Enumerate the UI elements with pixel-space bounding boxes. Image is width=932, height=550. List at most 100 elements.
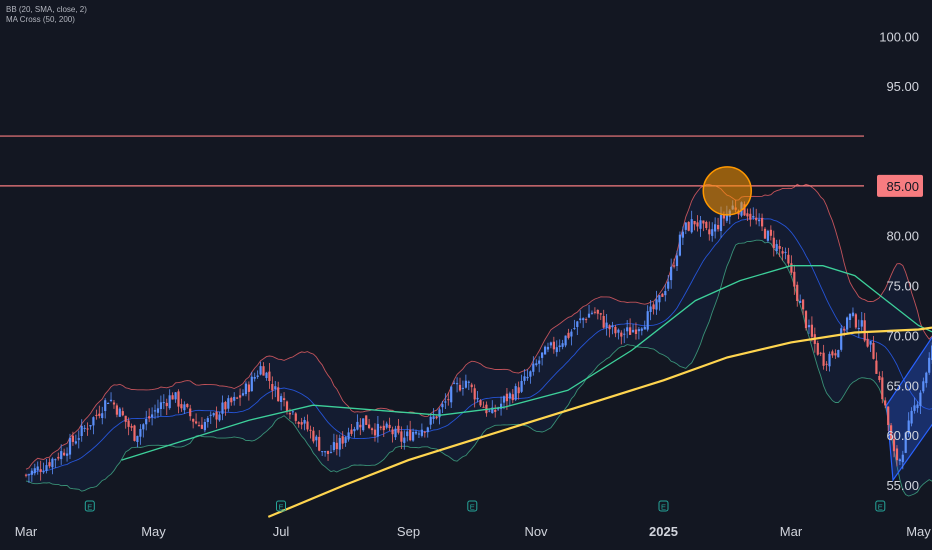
candle-body xyxy=(719,215,723,231)
candle-body xyxy=(36,466,39,471)
x-tick-label: 2025 xyxy=(649,524,678,539)
candle-body xyxy=(828,353,831,367)
earnings-markers[interactable]: EEEEEE xyxy=(84,500,932,512)
candle-body xyxy=(517,387,520,394)
candle-body xyxy=(268,371,271,381)
candle-body xyxy=(420,429,423,436)
candle-body xyxy=(831,351,834,356)
price-axis[interactable]: 100.00 95.00 85.00 80.00 75.00 70.00 65.00 60.0… xyxy=(877,29,923,493)
candle-body xyxy=(153,410,157,412)
moving-averages xyxy=(121,265,932,518)
earnings-marker-box xyxy=(658,500,669,512)
candle-body xyxy=(236,397,239,399)
x-tick-label: Mar xyxy=(15,524,38,539)
parallel-channel[interactable] xyxy=(885,91,932,482)
earnings-marker[interactable]: E xyxy=(276,500,286,512)
candle-body xyxy=(92,417,95,426)
candle-body xyxy=(109,399,113,401)
candle-body xyxy=(535,363,538,366)
candle-body xyxy=(350,429,353,434)
candle-body xyxy=(661,293,664,297)
earnings-marker[interactable]: E xyxy=(875,500,886,512)
candle-body xyxy=(593,311,596,313)
candle-body xyxy=(417,433,421,435)
y-tick-label: 70.00 xyxy=(886,328,919,343)
circle-marker[interactable] xyxy=(702,166,752,216)
candle-body xyxy=(467,381,470,383)
candle-body xyxy=(250,376,253,392)
candle-body xyxy=(714,224,717,232)
highlight-circle[interactable] xyxy=(702,166,752,216)
price-label-bg-85 xyxy=(877,174,923,197)
candle-body xyxy=(83,427,86,429)
candle-body xyxy=(614,326,617,334)
candle-body xyxy=(356,421,359,430)
ma200-line xyxy=(267,326,932,518)
candle-body xyxy=(529,371,532,377)
earnings-marker-label: E xyxy=(470,503,475,512)
channel-area[interactable] xyxy=(885,91,932,482)
candle-body xyxy=(133,425,136,441)
bollinger-bands xyxy=(25,183,932,497)
candle-body xyxy=(77,438,80,440)
candle-body xyxy=(582,318,585,321)
candle-body xyxy=(414,431,418,434)
bb-legend-label[interactable]: BB (20, SMA, close, 2) xyxy=(6,5,87,14)
candle-body xyxy=(48,462,51,467)
candle-body xyxy=(409,429,412,441)
candle-body xyxy=(898,459,901,462)
candle-body xyxy=(916,404,919,409)
candle-body xyxy=(63,452,66,456)
candle-body xyxy=(611,325,614,328)
candle-body xyxy=(640,328,643,331)
earnings-marker-box xyxy=(84,500,95,512)
candle-body xyxy=(502,396,506,403)
candle-body xyxy=(561,343,564,347)
candle-body xyxy=(256,375,259,377)
candle-body xyxy=(508,393,511,399)
indicator-legend: BB (20, SMA, close, 2) MA Cross (50, 200… xyxy=(6,5,87,25)
candle-body xyxy=(174,392,177,400)
candle-body xyxy=(907,420,910,434)
candle-body xyxy=(629,327,632,335)
x-tick-label: Mar xyxy=(780,524,803,539)
y-tick-label: 75.00 xyxy=(886,279,919,294)
candle-body xyxy=(538,360,541,364)
candle-body xyxy=(599,313,602,315)
candle-body xyxy=(573,328,576,330)
candle-body xyxy=(118,408,121,417)
candle-body xyxy=(315,436,318,441)
earnings-marker[interactable]: E xyxy=(658,500,669,512)
candle-body xyxy=(497,408,500,410)
time-axis[interactable]: MarMayJulSepNov2025MarMayJulSepNov2026Ma… xyxy=(15,524,932,539)
candle-body xyxy=(843,328,846,331)
candle-body xyxy=(822,352,825,366)
earnings-marker[interactable]: E xyxy=(467,500,478,512)
candle-body xyxy=(121,411,124,416)
candle-body xyxy=(200,424,203,429)
ma-legend-label[interactable]: MA Cross (50, 200) xyxy=(6,15,75,24)
candle-body xyxy=(505,393,508,402)
candle-body xyxy=(819,352,822,354)
candle-body xyxy=(810,324,813,337)
candle-body xyxy=(464,380,467,388)
candle-body xyxy=(570,331,573,337)
candle-body xyxy=(27,474,30,476)
candle-body xyxy=(391,429,394,435)
earnings-marker[interactable]: E xyxy=(84,500,95,512)
candle-body xyxy=(429,416,432,425)
candle-body xyxy=(532,363,535,372)
candle-body xyxy=(30,470,33,475)
candle-body xyxy=(552,341,555,350)
candle-body xyxy=(379,426,382,428)
candle-body xyxy=(318,436,321,451)
candle-body xyxy=(576,321,579,327)
candle-body xyxy=(895,448,899,461)
candle-body xyxy=(403,437,406,443)
candle-body xyxy=(394,428,397,438)
earnings-marker-label: E xyxy=(661,503,666,512)
candle-body xyxy=(491,407,494,414)
candle-body xyxy=(280,396,283,402)
